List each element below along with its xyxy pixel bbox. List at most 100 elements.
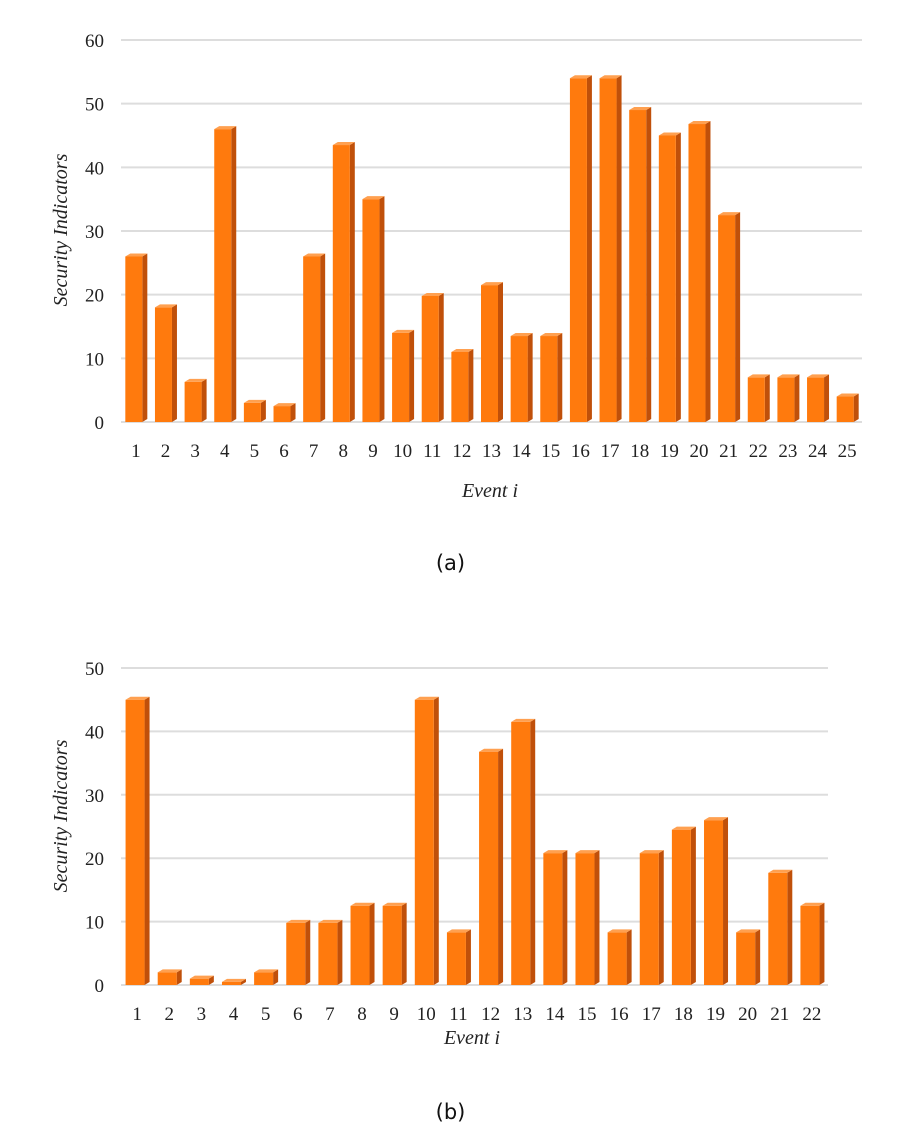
chart-b-bar-15 [575,850,600,985]
chart-a-bar-front [747,377,765,422]
chart-a-xtick-16: 16 [571,441,590,462]
chart-a-bar-front [658,135,676,422]
chart-b-bar-10 [414,696,439,985]
chart-a-xtick-13: 13 [482,441,501,462]
chart-a-bar-top [481,282,503,286]
chart-a-bar-front [629,110,647,423]
chart-a-bar-top [777,374,800,378]
chart-b-xtick-4: 4 [229,1004,239,1025]
chart-b-bar-side [401,902,407,985]
chart-a-bar-side [853,393,859,422]
chart-b-bar-front [671,829,691,985]
chart-a-bar-8 [332,142,355,423]
chart-a-bar-13 [481,282,503,422]
chart-a-bar-top [807,374,830,378]
chart-a-ylabel: Security Indicators [50,153,72,306]
chart-b-bar-side [433,696,439,985]
chart-a-ytick-10: 10 [85,349,104,370]
chart-b-bar-14 [543,850,568,985]
chart-a-bar-22 [747,374,770,422]
chart-a-bar-top [836,393,859,397]
chart-a-xtick-20: 20 [689,441,708,462]
chart-a-bar-side [231,126,237,422]
chart-b-bar-side [658,850,664,985]
chart-a-bar-top [392,329,415,333]
chart-a-bar-top [421,292,444,296]
chart-b-bar-front [125,699,145,985]
chart-a-bar-top [510,333,533,337]
chart-a-bar-16 [569,75,592,422]
chart-a-bar-24 [807,374,830,422]
chart-b-bar-4 [221,978,246,985]
chart-a-bar-11 [421,292,444,422]
chart-a-bar-top [747,374,770,378]
chart-a-xtick-22: 22 [749,441,768,462]
chart-a-bar-front [718,215,736,422]
chart-b-xtick-1: 1 [132,1004,142,1025]
chart-a-bar-4 [214,126,237,422]
chart-a-x-ticks: 1 2 3 4 5 6 7 8 9 10 11 12 13 14 15 16 17 18 19 20 21 22 23 24 2… [131,441,857,462]
chart-b-x-ticks: 1 2 3 4 5 6 7 8 9 10 11 12 13 14 15 16 17 18 19 20 21 22 [132,1004,821,1025]
chart-a-bar-side [557,333,563,422]
chart-a-bar-18 [629,107,652,423]
chart-b-y-ticks: 0 10 20 30 40 50 [85,659,104,997]
chart-a-bar-top [599,75,622,79]
chart-a-bar-front [569,78,587,422]
chart-b-bar-side [755,929,761,985]
chart-a-bar-side [290,403,296,422]
chart-b-bar-1 [125,696,150,985]
chart-a-bar-top [451,348,474,352]
chart-a-bar-front [481,285,498,422]
chart-b-bar-side [787,869,793,985]
chart-a-ytick-40: 40 [85,158,104,179]
chart-a-bar-top [332,142,355,146]
chart-b-bar-front [189,978,209,985]
chart-b-xtick-10: 10 [417,1004,436,1025]
chart-a-bar-top [214,126,237,130]
chart-a-bar-front [836,396,854,422]
chart-a-bar-front [540,336,558,422]
chart-a-xtick-23: 23 [778,441,797,462]
chart-b-bar-front [157,972,177,985]
chart-a-ytick-20: 20 [85,286,104,307]
chart-b-bar-3 [189,975,214,985]
chart-a-bar-side [616,75,622,422]
chart-a-bar-side [409,329,415,422]
chart-a-xtick-14: 14 [512,441,532,462]
chart-b-bar-front [221,981,241,985]
chart-a-bar-side [260,399,266,422]
chart-a-xtick-18: 18 [630,441,649,462]
chart-a-bar-side [171,304,177,422]
chart-a-bar-front [510,336,528,422]
chart-b-bar-19 [704,817,729,985]
chart-a-xtick-19: 19 [660,441,679,462]
chart-a-bar-front [777,377,795,422]
chart-a-bar-front [214,129,232,422]
chart-b-bar-top [479,748,504,752]
chart-b-bar-side [723,817,729,985]
chart-b-bar-side [498,748,504,985]
chart-a-bar-7 [303,253,326,422]
chart-a-bar-front [125,256,143,422]
chart-b-bar-side [819,902,825,985]
chart-b-bar-top [671,826,696,830]
chart-a-xlabel: Event i [461,480,518,502]
chart-b-xlabel: Event i [443,1027,500,1049]
chart-b-bar-front [350,905,370,985]
chart-b-xtick-3: 3 [197,1004,207,1025]
chart-a-bar-front [421,295,439,422]
chart-a-bar-3 [184,378,207,422]
chart-a-bar-top [658,132,681,136]
chart-a-bar-side [735,212,741,422]
chart-b-bar-front [607,932,627,985]
chart-b-xtick-7: 7 [325,1004,335,1025]
chart-a-bar-2 [154,304,177,422]
chart-b-bar-front [318,922,338,985]
chart-b-xtick-19: 19 [706,1004,725,1025]
chart-b-caption: (b) [435,1100,466,1124]
chart-b-bar-side [144,696,150,985]
chart-b-bar-top [382,902,407,906]
chart-a-bar-top [540,333,563,337]
chart-b-bar-2 [157,969,182,985]
chart-b-xtick-8: 8 [357,1004,367,1025]
